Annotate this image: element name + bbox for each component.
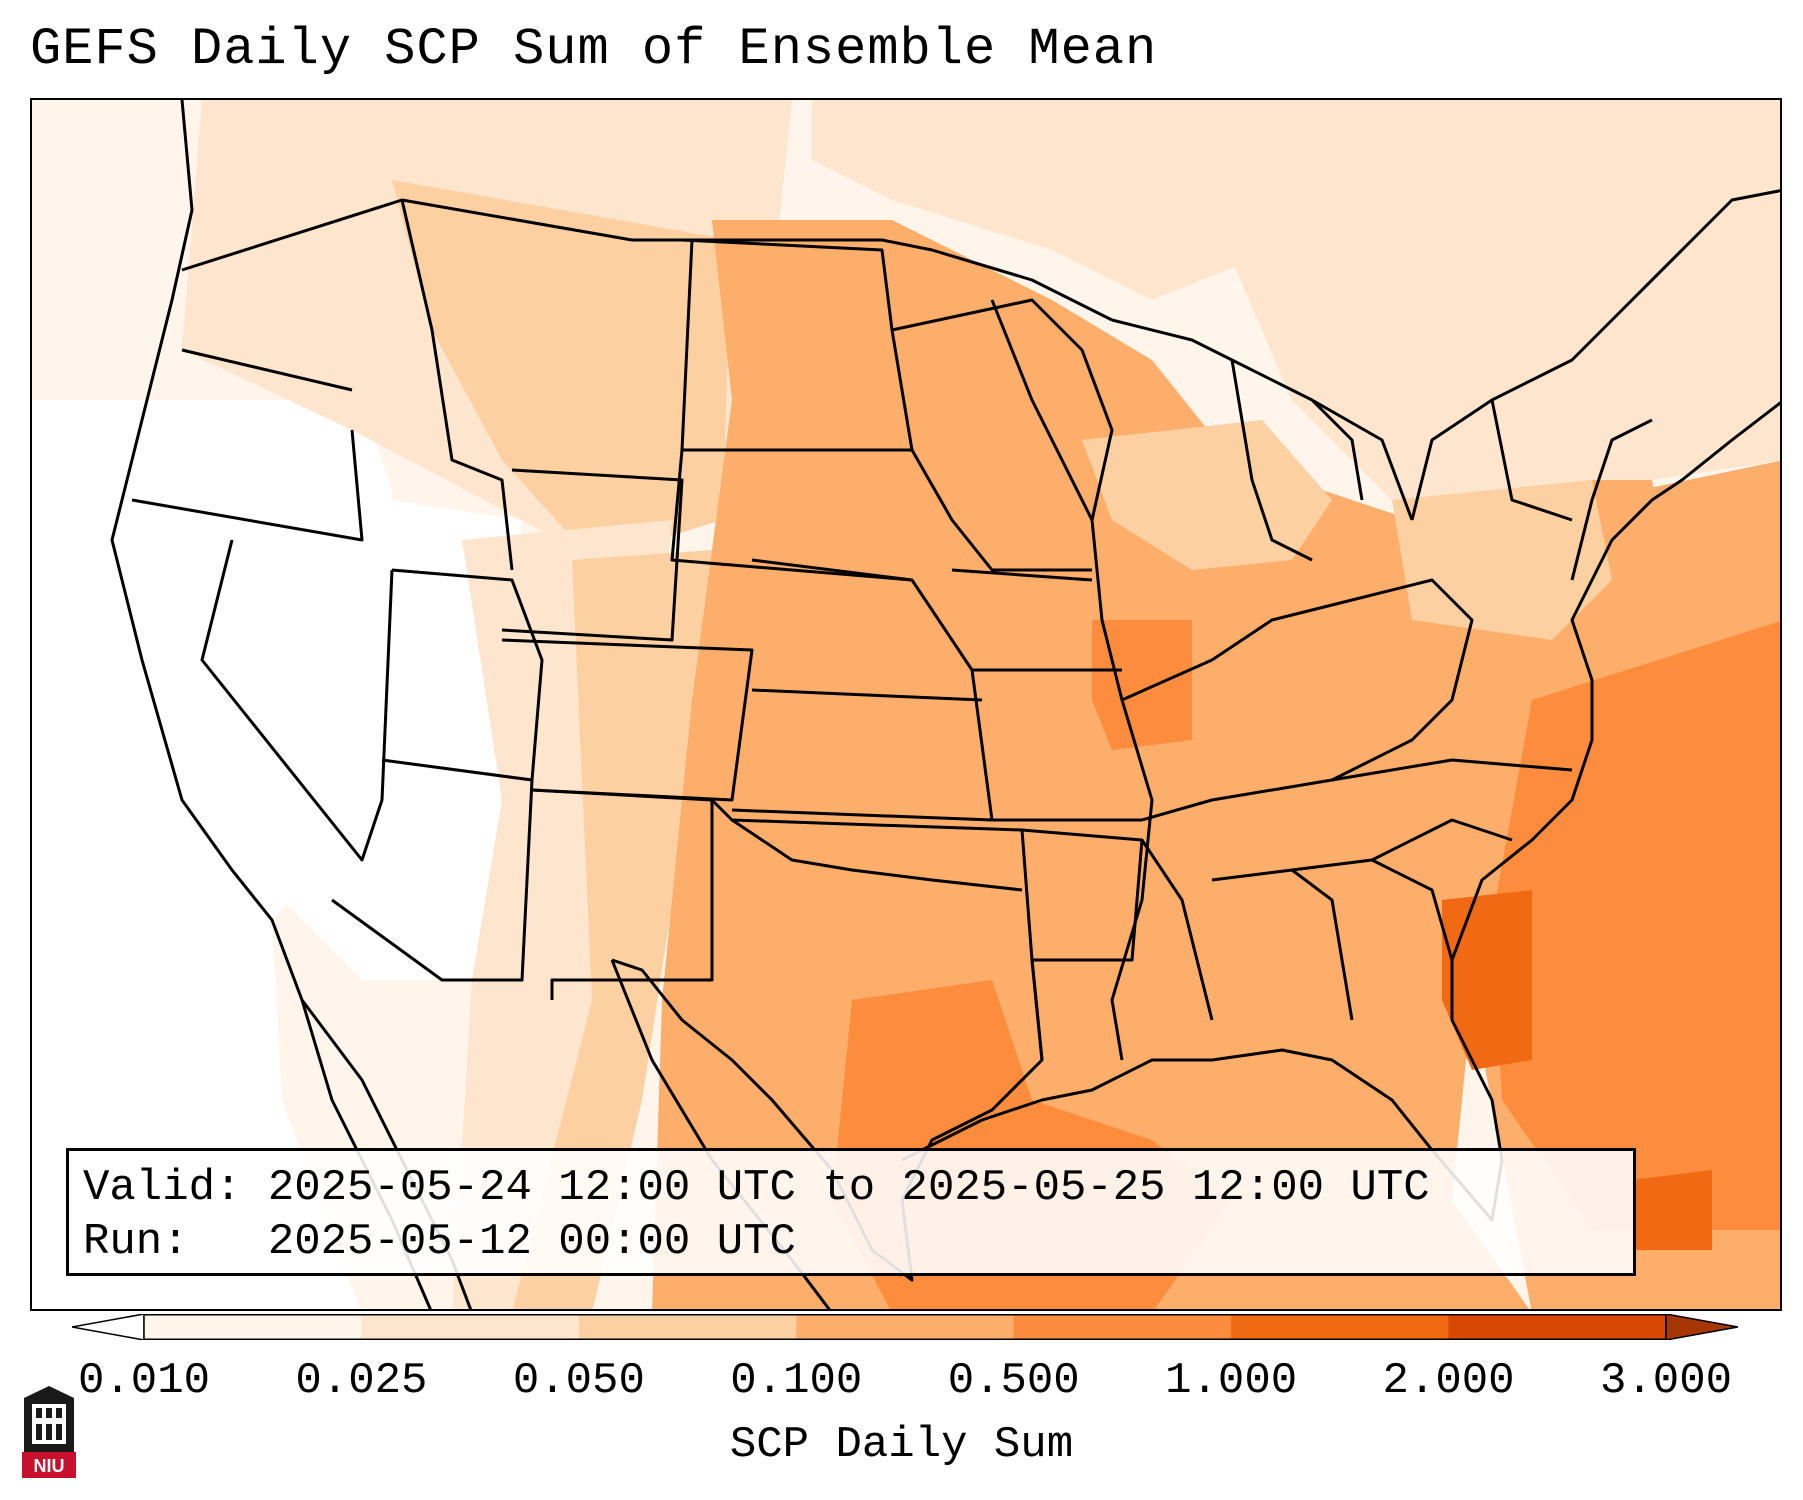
scp-fill-layer (32, 100, 1780, 1309)
colorbar-tick-label: 0.025 (295, 1356, 428, 1406)
canada-border (181, 198, 1113, 322)
scp-region-light (812, 100, 1252, 300)
nevada-border (200, 539, 394, 862)
colorbar-under-extension (72, 1314, 145, 1340)
map-title: GEFS Daily SCP Sum of Ensemble Mean (30, 20, 1158, 79)
iowa-missouri (951, 568, 1142, 822)
valid-row: Valid: 2025-05-24 12:00 UTC to 2025-05-2… (83, 1161, 1619, 1215)
colorbar-tick-label: 0.010 (77, 1356, 211, 1406)
scp-region-high (1092, 620, 1192, 750)
valid-run-box: Valid: 2025-05-24 12:00 UTC to 2025-05-2… (66, 1148, 1636, 1276)
scp-region-moderate (513, 550, 712, 1309)
atlantic-coast (1450, 401, 1780, 961)
colorbar-tick-label: 0.100 (730, 1356, 863, 1406)
scp-region-moderate (392, 180, 732, 560)
colorbar-tick-label: 3.000 (1599, 1356, 1733, 1406)
valid-label: Valid: (83, 1163, 242, 1213)
carolinas (1331, 758, 1573, 862)
utah-border (381, 568, 544, 782)
colorbar-tick-label: 0.500 (947, 1356, 1080, 1406)
scp-region-very_high (1442, 890, 1532, 1070)
colorbar-bin-2 (578, 1314, 797, 1340)
or-ca-nv-border (131, 429, 364, 542)
idaho-montana (400, 199, 514, 571)
niu-logo-icon: NIU (22, 1386, 76, 1478)
run-row: Run: 2025-05-12 00:00 UTC (83, 1215, 1619, 1269)
gulf-coast (901, 960, 1504, 1222)
colorbar-bin-4 (1013, 1314, 1232, 1340)
colorbar-label: SCP Daily Sum (729, 1420, 1074, 1470)
colorbar-bin-5 (1231, 1314, 1450, 1340)
colorbar-over-extension (1665, 1314, 1738, 1340)
northeast (1410, 189, 1780, 581)
logo-text: NIU (34, 1456, 65, 1476)
colorbar-tick-label: 2.000 (1382, 1356, 1515, 1406)
colorbar-tick-label: 1.000 (1165, 1356, 1298, 1406)
pacific-coast (110, 100, 473, 1309)
colorbar-outline (143, 1314, 1667, 1340)
colorbar (72, 1314, 1738, 1340)
map-panel (30, 98, 1782, 1311)
scp-region-very_high (1632, 1170, 1712, 1250)
oklahoma-border (731, 818, 1023, 892)
map-svg (32, 100, 1780, 1309)
scp-region-moderate (1392, 480, 1612, 640)
upper-midwest (891, 298, 1114, 572)
colorbar-bin-6 (1448, 1314, 1667, 1340)
dakotas (670, 238, 914, 582)
great-lakes (1111, 318, 1414, 562)
valid-value: 2025-05-24 12:00 UTC to 2025-05-25 12:00… (267, 1163, 1430, 1213)
colorbar-bin-1 (361, 1314, 580, 1340)
scp-region-none (262, 480, 522, 980)
new-mexico-border (531, 788, 714, 1000)
colorbar-bin-3 (796, 1314, 1015, 1340)
scp-region-light (1232, 100, 1780, 540)
arizona-border (331, 779, 534, 982)
southeast (1140, 839, 1454, 1021)
run-value: 2025-05-12 00:00 UTC (267, 1217, 796, 1267)
scp-region-high (1492, 621, 1780, 1230)
ohio-valley (1121, 578, 1474, 822)
wa-or-border (181, 348, 353, 392)
arkansas-louisiana (1021, 828, 1144, 1061)
colorbar-tick-label: 0.050 (512, 1356, 645, 1406)
run-label: Run: (83, 1217, 189, 1267)
colorbar-bin-0 (144, 1314, 362, 1340)
